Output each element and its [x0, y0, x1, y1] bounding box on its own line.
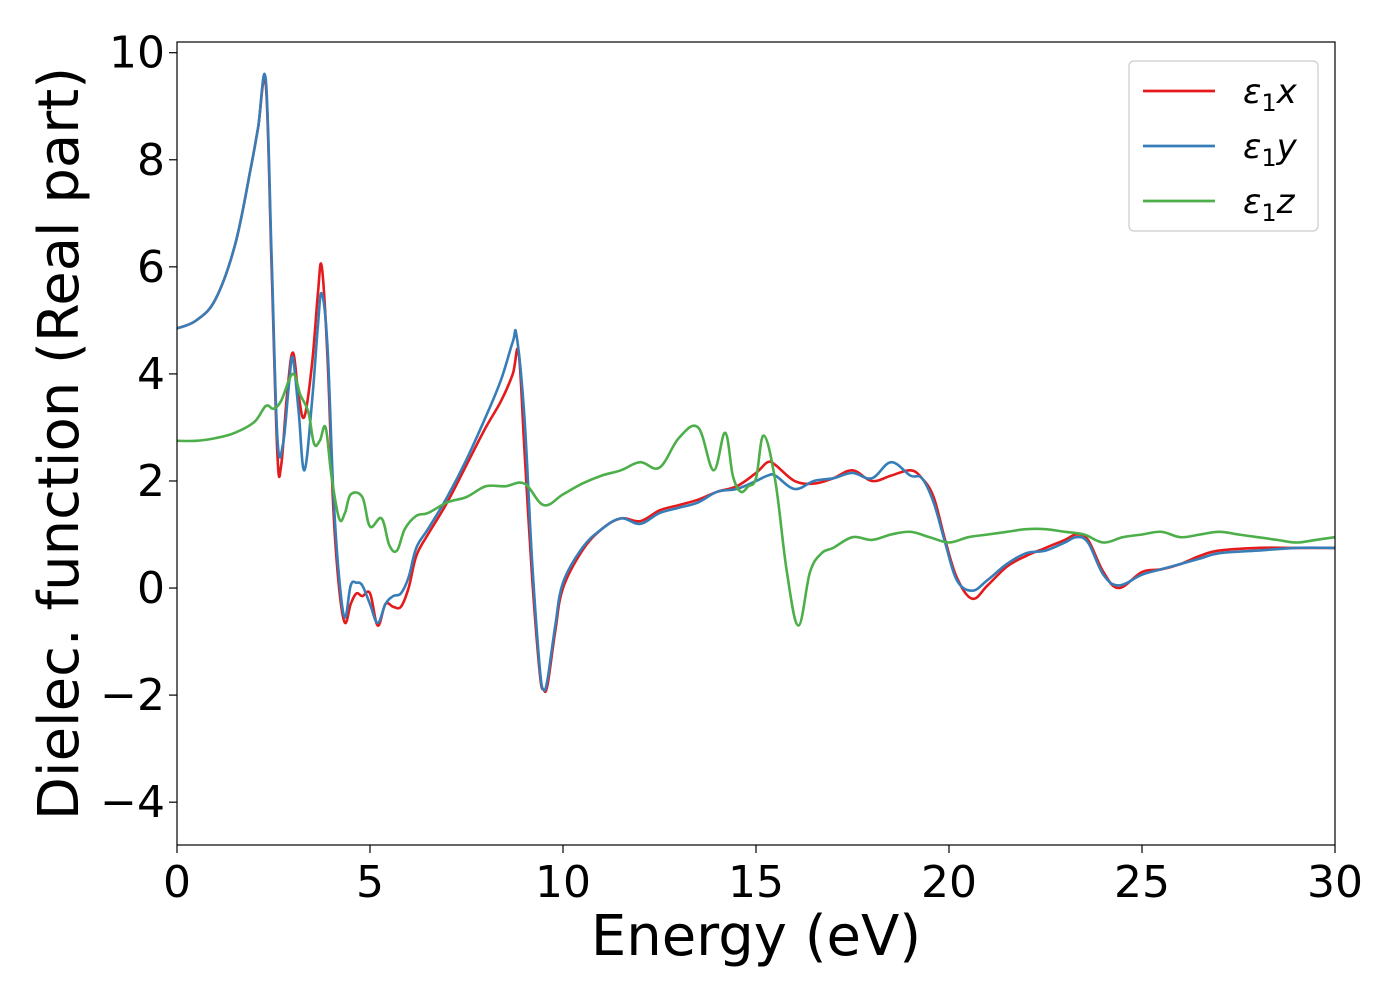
x-tick-label: 20 — [921, 857, 977, 908]
series-layer — [177, 72, 1335, 694]
legend-label-z: ε1z — [1243, 182, 1296, 227]
x-tick-label: 25 — [1114, 857, 1170, 908]
x-tick-label: 15 — [728, 857, 784, 908]
series-line-y — [177, 72, 1335, 692]
x-axis-title: Energy (eV) — [591, 904, 921, 969]
y-tick-label: −2 — [100, 670, 165, 721]
y-tick-label: 10 — [109, 28, 165, 79]
legend-label-y: ε1y — [1243, 127, 1298, 172]
y-tick-label: −4 — [100, 777, 165, 828]
y-tick-label: 2 — [137, 456, 165, 507]
x-tick-label: 0 — [163, 857, 191, 908]
series-line-z — [177, 372, 1335, 627]
legend-label-x: ε1x — [1243, 72, 1298, 117]
ticks-layer: 0 5 10 15 20 25 30 −4 −2 0 2 4 6 8 10 — [100, 28, 1363, 908]
y-tick-label: 0 — [137, 563, 165, 614]
y-tick-label: 6 — [137, 242, 165, 293]
legend-box — [1128, 60, 1319, 232]
y-tick-label: 8 — [137, 135, 165, 186]
x-tick-label: 5 — [356, 857, 384, 908]
x-tick-label: 10 — [535, 857, 591, 908]
y-tick-label: 4 — [137, 349, 165, 400]
x-tick-label: 30 — [1307, 857, 1363, 908]
legend: ε1x ε1y ε1z — [1128, 60, 1319, 232]
y-axis-title: Dielec. function (Real part) — [27, 67, 92, 820]
